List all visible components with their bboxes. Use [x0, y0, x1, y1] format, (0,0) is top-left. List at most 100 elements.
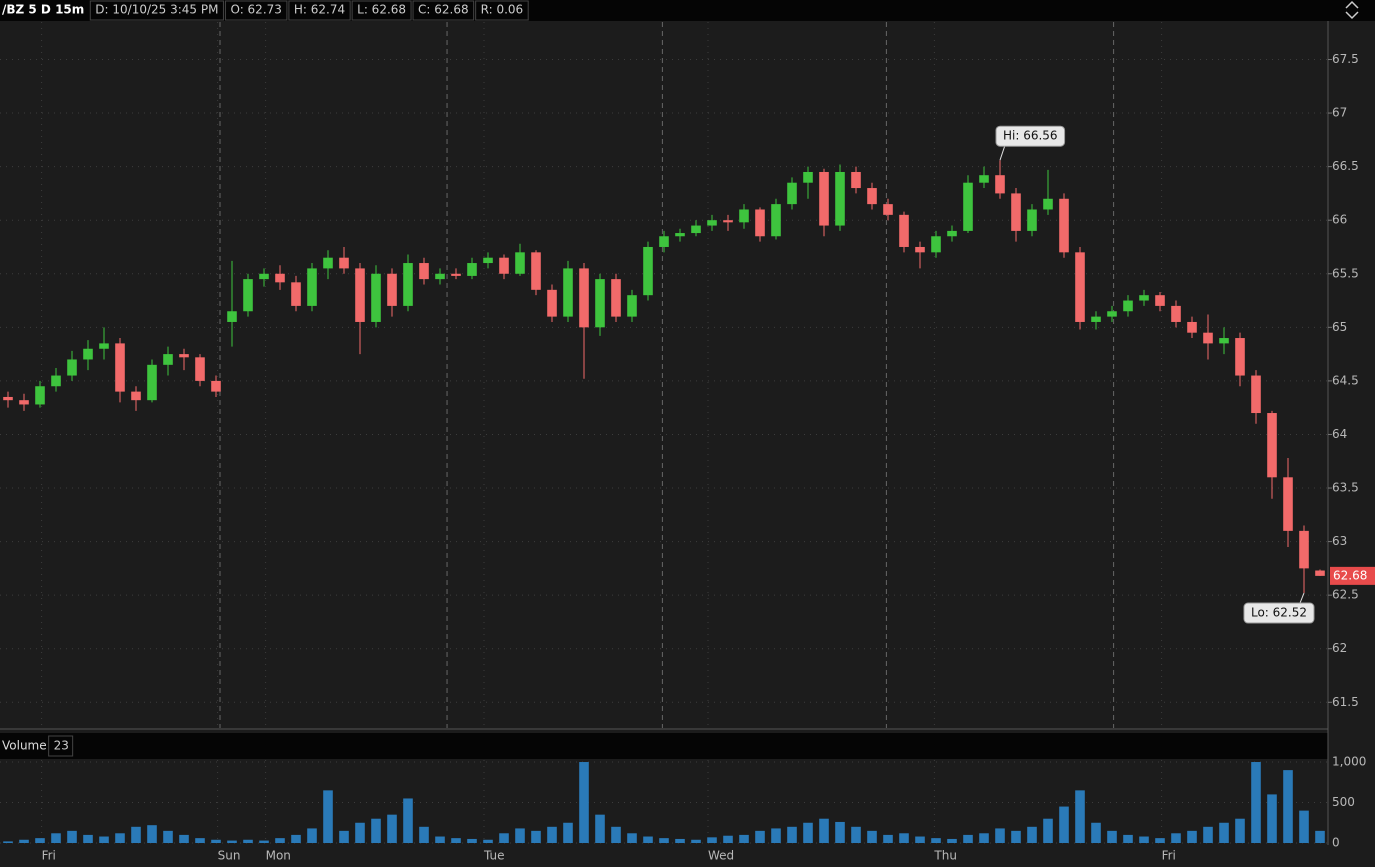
volume-bar — [563, 822, 573, 843]
candle-body — [883, 204, 893, 215]
candle-body — [899, 214, 909, 247]
x-tick-label: Mon — [266, 849, 291, 863]
candle-body — [67, 359, 77, 376]
volume-bar — [403, 798, 413, 843]
volume-bar — [1027, 826, 1037, 843]
volume-bar — [1283, 770, 1293, 843]
volume-bar — [1219, 822, 1229, 843]
volume-bar — [835, 821, 845, 843]
volume-bar — [963, 834, 973, 843]
volume-bar — [1251, 762, 1261, 843]
y-tick-label: 65.5 — [1332, 266, 1359, 280]
candle-body — [979, 175, 989, 183]
info-box — [288, 0, 351, 21]
y-tick-label: 62 — [1332, 641, 1347, 655]
volume-bar — [867, 830, 877, 843]
info-box — [412, 0, 475, 21]
volume-bar — [595, 814, 605, 843]
volume-bar — [275, 838, 285, 843]
candle-body — [227, 311, 237, 322]
volume-bar — [291, 834, 301, 843]
last-price-tag — [1330, 566, 1375, 585]
volume-header-bar — [0, 733, 1328, 759]
candle-body — [83, 348, 93, 360]
y-tick-label: 66.5 — [1332, 159, 1359, 173]
volume-bar — [707, 837, 717, 843]
candle-body — [355, 268, 365, 322]
volume-bar — [947, 838, 957, 843]
symbol-title: /BZ 5 D 15m — [2, 3, 84, 17]
candle-body — [323, 257, 333, 269]
candle-body — [419, 263, 429, 280]
candle-body — [947, 230, 957, 237]
volume-bar — [803, 822, 813, 843]
volume-bar — [163, 830, 173, 843]
candle-body — [131, 391, 141, 401]
candle-body — [659, 236, 669, 247]
candle-body — [819, 171, 829, 226]
header-bar — [0, 0, 1375, 21]
volume-bar — [99, 836, 109, 843]
candle-body — [179, 354, 189, 358]
candle-body — [611, 279, 621, 317]
volume-box — [48, 735, 74, 757]
candle-body — [35, 386, 45, 405]
volume-bar — [627, 833, 637, 843]
candle-body — [515, 252, 525, 274]
candle-body — [531, 252, 541, 290]
y-tick-label: 63.5 — [1332, 481, 1359, 495]
volume-bar — [115, 833, 125, 843]
candle-body — [963, 182, 973, 231]
volume-current: 23 — [54, 739, 69, 753]
candle-body — [467, 263, 477, 276]
volume-bar — [323, 790, 333, 843]
volume-bar — [979, 833, 989, 843]
volume-bar — [371, 818, 381, 843]
x-tick-label: Wed — [708, 849, 734, 863]
volume-bar — [1091, 822, 1101, 843]
volume-bar — [451, 838, 461, 843]
x-tick-label: Thu — [933, 849, 957, 863]
volume-bar — [1315, 830, 1325, 843]
volume-bar — [1043, 818, 1053, 843]
volume-bar — [51, 833, 61, 843]
volume-bar — [643, 836, 653, 843]
candle-body — [435, 273, 445, 280]
candle-body — [563, 268, 573, 317]
volume-bar — [1075, 790, 1085, 843]
y-tick-label: 65 — [1332, 320, 1347, 334]
y-tick-label: 62.5 — [1332, 588, 1359, 602]
candle-body — [771, 204, 781, 237]
settings-icon[interactable] — [1345, 0, 1359, 20]
info-field: D: 10/10/25 3:45 PM — [95, 3, 218, 17]
candle-body — [483, 257, 493, 264]
x-tick-label: Fri — [1162, 849, 1176, 863]
candle-body — [1107, 311, 1117, 317]
candle-body — [547, 289, 557, 317]
y-tick-label: 64.5 — [1332, 373, 1359, 387]
volume-bar — [1235, 818, 1245, 843]
volume-bar — [131, 826, 141, 843]
candle-body — [1171, 305, 1181, 322]
volume-bar — [1299, 810, 1309, 843]
y-tick-label: 67 — [1332, 106, 1347, 120]
volume-bar — [1107, 830, 1117, 843]
candle-body — [275, 273, 285, 283]
candle-body — [995, 175, 1005, 194]
candle-body — [755, 209, 765, 237]
volume-bar — [307, 828, 317, 843]
volume-bar — [227, 840, 237, 843]
x-tick-label: Sun — [218, 849, 241, 863]
candle-body — [915, 246, 925, 253]
candle-body — [675, 233, 685, 237]
info-box — [475, 0, 529, 21]
volume-bar — [915, 836, 925, 843]
volume-bar — [675, 838, 685, 843]
info-field: O: 62.73 — [230, 3, 281, 17]
volume-bar — [499, 833, 509, 843]
candle-body — [1075, 252, 1085, 322]
candle-body — [1235, 338, 1245, 376]
candle-body — [803, 171, 813, 183]
volume-bar — [35, 838, 45, 843]
